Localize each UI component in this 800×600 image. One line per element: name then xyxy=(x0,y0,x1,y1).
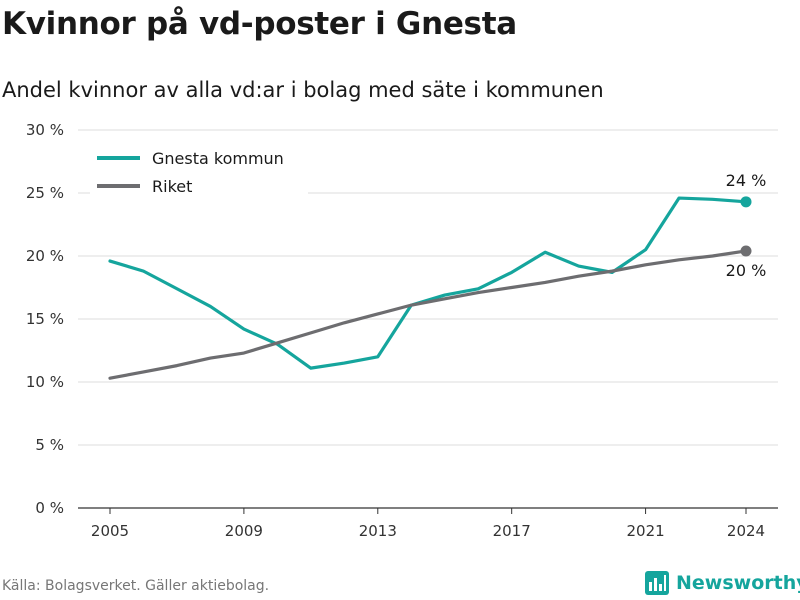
legend-label-gnesta: Gnesta kommun xyxy=(152,149,284,168)
y-tick-label: 30 % xyxy=(26,121,64,139)
brand-name: Newsworthy xyxy=(676,572,800,594)
legend: Gnesta kommun Riket xyxy=(90,143,308,196)
end-labels: 24 % 20 % xyxy=(726,171,767,280)
line-chart: 0 % 5 % 10 % 15 % 20 % 25 % 30 % 2005 2009 2013 20… xyxy=(26,121,778,540)
end-label-gnesta: 24 % xyxy=(726,171,767,190)
y-tick-label: 25 % xyxy=(26,184,64,202)
y-tick-label: 0 % xyxy=(35,499,64,517)
series-lines xyxy=(108,196,752,380)
x-tick-label: 2024 xyxy=(727,522,765,540)
axes: 0 % 5 % 10 % 15 % 20 % 25 % 30 % 2005 2009 2013 20… xyxy=(26,121,778,540)
source-note: Källa: Bolagsverket. Gäller aktiebolag. xyxy=(2,578,270,594)
y-tick-label: 5 % xyxy=(35,436,64,454)
x-tick-label: 2009 xyxy=(225,522,263,540)
legend-label-riket: Riket xyxy=(152,177,192,196)
y-tick-label: 10 % xyxy=(26,373,64,391)
x-tick-label: 2017 xyxy=(493,522,531,540)
x-tick-label: 2005 xyxy=(91,522,129,540)
page-title: Kvinnor på vd-poster i Gnesta xyxy=(2,6,517,42)
y-tick-label: 15 % xyxy=(26,310,64,328)
newsworthy-logo-icon xyxy=(645,571,669,595)
end-point-gnesta xyxy=(740,196,752,208)
x-tick-label: 2013 xyxy=(359,522,397,540)
x-tick-label: 2021 xyxy=(626,522,664,540)
series-line-gnesta xyxy=(108,196,748,370)
y-tick-label: 20 % xyxy=(26,247,64,265)
brand-logo[interactable]: Newsworthy xyxy=(644,570,800,596)
end-label-riket: 20 % xyxy=(726,261,767,280)
chart-subtitle: Andel kvinnor av alla vd:ar i bolag med … xyxy=(2,78,604,102)
series-line-riket xyxy=(108,249,748,380)
end-point-riket xyxy=(740,245,752,257)
